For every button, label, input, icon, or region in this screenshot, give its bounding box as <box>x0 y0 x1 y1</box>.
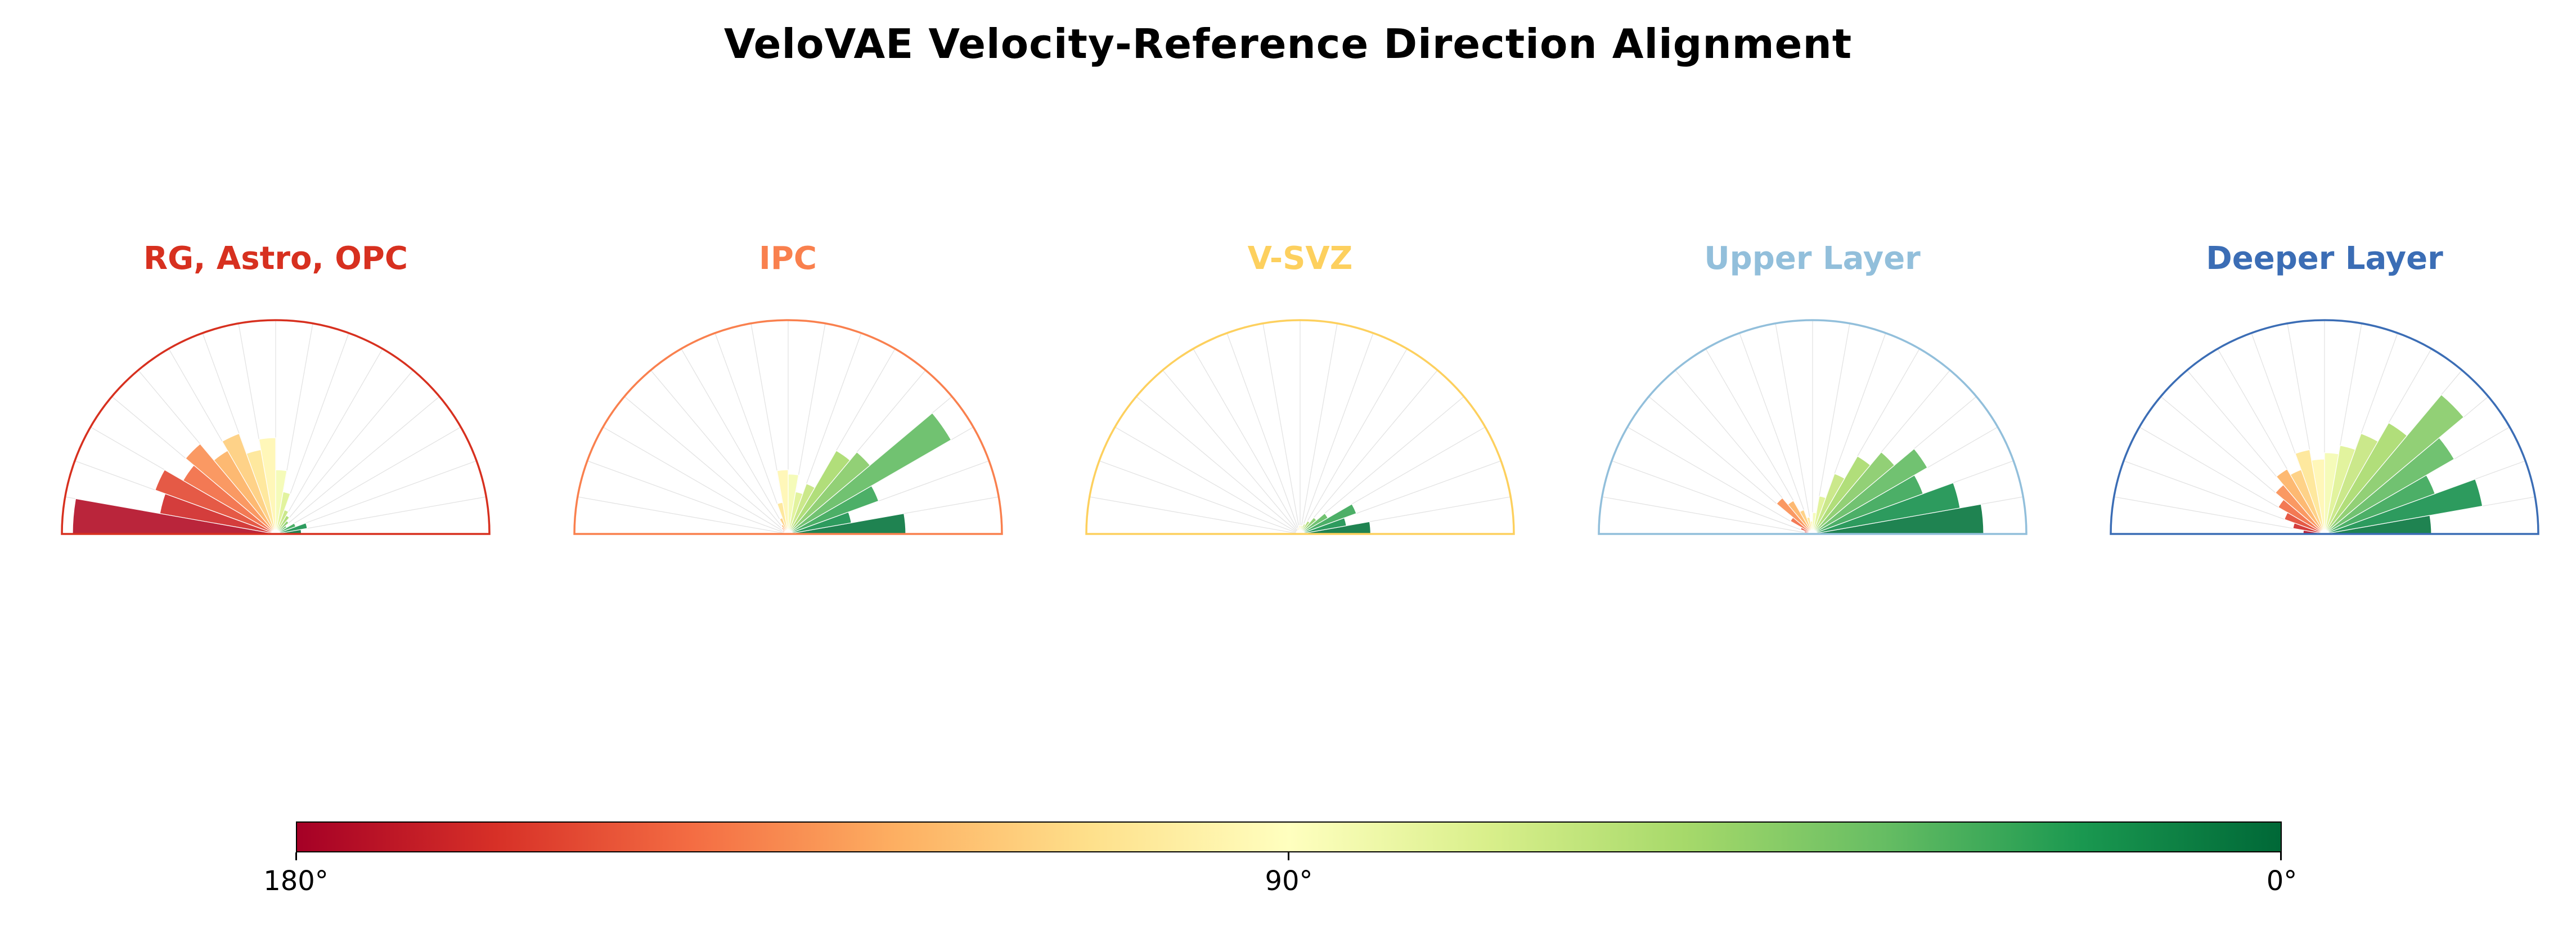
histogram-bar <box>1800 527 1813 535</box>
gridline-spoke <box>1774 323 1813 535</box>
subplot-title: IPC <box>759 240 817 277</box>
polar-subplot-3: V-SVZ <box>1075 239 1525 545</box>
subplot-title: Upper Layer <box>1704 240 1921 277</box>
polar-subplot-2: IPC <box>563 239 1013 545</box>
histogram-bar <box>2324 452 2339 535</box>
gridline-spoke <box>623 396 788 535</box>
gridline-spoke <box>275 496 487 535</box>
gridline-spoke <box>650 370 788 535</box>
gridline-spoke <box>1089 496 1301 535</box>
polar-histogram <box>61 319 491 535</box>
gridline-spoke <box>714 333 789 535</box>
gridline-spoke <box>680 348 789 535</box>
gridline-spoke <box>275 396 440 535</box>
histogram-bar <box>1812 451 1895 535</box>
histogram-bar <box>2324 445 2356 535</box>
gridline-spoke <box>1300 323 1338 535</box>
gridline-spoke <box>1738 333 1813 535</box>
colorbar-gradient <box>296 821 2282 852</box>
figure-title: VeloVAE Velocity-Reference Direction Ali… <box>723 20 1853 68</box>
gridline-spoke <box>1193 348 1301 535</box>
colorbar-label-90: 90° <box>1265 865 1313 897</box>
polar-outline <box>2110 319 2539 535</box>
gridline-spoke <box>275 460 477 535</box>
histogram-bar <box>1812 448 1928 535</box>
histogram-bar <box>787 483 815 535</box>
gridline-spoke <box>1226 333 1301 535</box>
histogram-bar <box>1811 495 1826 535</box>
histogram-bar <box>2274 484 2325 535</box>
histogram-bar <box>222 433 276 535</box>
histogram-bar <box>1300 513 1329 535</box>
histogram-bar <box>787 450 851 535</box>
gridline-spoke <box>1300 396 1464 535</box>
histogram-bar <box>2292 522 2325 535</box>
gridline-spoke <box>2114 496 2325 535</box>
gridline-spoke <box>1136 396 1301 535</box>
colorbar-label-0: 0° <box>2266 865 2298 897</box>
polar-subplot-4: Upper Layer <box>1588 239 2038 545</box>
gridline-spoke <box>587 460 788 535</box>
subplot-title: Deeper Layer <box>2206 240 2443 277</box>
polar-outline <box>1085 319 1515 535</box>
colorbar-label-180: 180° <box>263 865 329 897</box>
colorbar-tick-180 <box>295 852 297 860</box>
histogram-bar <box>2324 433 2379 535</box>
polar-outline <box>61 319 491 535</box>
polar-histogram <box>1085 319 1515 535</box>
subplot-title: RG, Astro, OPC <box>143 240 408 277</box>
polar-outline <box>573 319 1003 535</box>
gridline-spoke <box>1099 460 1301 535</box>
polar-histogram <box>2110 319 2539 535</box>
histogram-bar <box>1812 482 1961 535</box>
histogram-bar <box>788 412 951 535</box>
histogram-bar <box>1790 517 1813 535</box>
histogram-bar <box>2276 468 2325 535</box>
polar-histogram <box>1597 319 2027 535</box>
histogram-bar <box>788 451 870 535</box>
subplot-title: V-SVZ <box>1247 240 1353 277</box>
histogram-bar <box>1300 520 1310 535</box>
gridline-spoke <box>275 348 383 535</box>
gridline-spoke <box>275 426 461 535</box>
histogram-bar <box>1300 523 1306 535</box>
gridline-spoke <box>1262 323 1301 535</box>
histogram-bar <box>1811 512 1817 535</box>
histogram-bar <box>2277 499 2325 535</box>
histogram-bar <box>1300 503 1357 535</box>
polar-histogram <box>573 319 1003 535</box>
histogram-bar <box>1775 497 1813 535</box>
gridline-spoke <box>275 370 413 535</box>
histogram-bar <box>1811 455 1871 535</box>
gridline-spoke <box>1300 370 1438 535</box>
histogram-bar <box>2324 422 2408 535</box>
gridline-spoke <box>603 426 788 535</box>
gridline-spoke <box>1602 496 1813 535</box>
histogram-bar <box>1811 473 1845 535</box>
histogram-bar <box>185 443 276 535</box>
polar-plots-row: RG, Astro, OPC IPC V-SVZ Upper Layer Deeper … <box>0 239 2576 545</box>
histogram-bar <box>155 469 276 535</box>
gridline-spoke <box>1162 370 1301 535</box>
histogram-bar <box>2283 512 2325 535</box>
gridline-spoke <box>1627 426 1813 535</box>
histogram-bar <box>2324 478 2483 535</box>
gridline-spoke <box>1611 460 1813 535</box>
gridline-spoke <box>577 496 788 535</box>
histogram-bar <box>1300 517 1317 535</box>
histogram-bar <box>2324 394 2465 535</box>
polar-subplot-1: RG, Astro, OPC <box>51 239 501 545</box>
colorbar-tick-0 <box>2280 852 2282 860</box>
polar-outline <box>1597 319 2027 535</box>
polar-subplot-5: Deeper Layer <box>2100 239 2550 545</box>
gridline-spoke <box>1300 333 1374 535</box>
gridline-spoke <box>1300 348 1408 535</box>
gridline-spoke <box>1114 426 1301 535</box>
colorbar-tick-90 <box>1288 852 1289 860</box>
